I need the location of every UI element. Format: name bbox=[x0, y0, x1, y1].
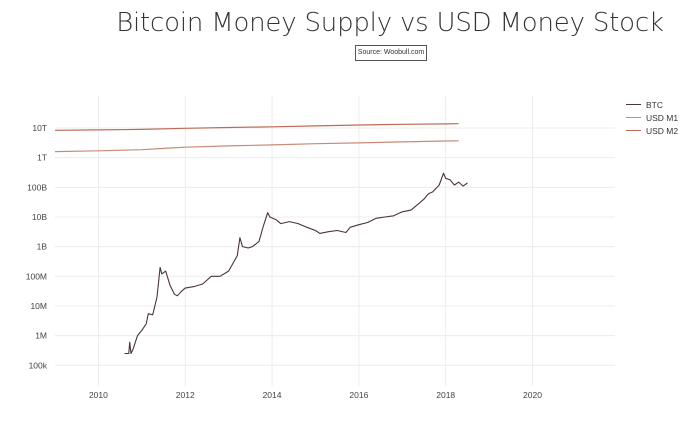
x-tick-label: 2012 bbox=[176, 390, 195, 400]
x-tick-label: 2014 bbox=[263, 390, 282, 400]
x-tick-label: 2010 bbox=[89, 390, 108, 400]
legend: BTC USD M1 USD M2 bbox=[626, 98, 678, 137]
y-tick-label: 10M bbox=[30, 301, 47, 311]
y-tick-label: 100M bbox=[26, 271, 47, 281]
legend-swatch-usd-m1 bbox=[626, 117, 641, 118]
legend-swatch-btc bbox=[626, 104, 641, 105]
legend-item-usd-m2[interactable]: USD M2 bbox=[626, 124, 678, 137]
legend-swatch-usd-m2 bbox=[626, 130, 641, 131]
legend-label-usd-m2: USD M2 bbox=[646, 125, 679, 136]
series-line-btc bbox=[124, 172, 468, 355]
chart-title: Bitcoin Money Supply vs USD Money Stock bbox=[116, 8, 664, 38]
y-tick-label: 10B bbox=[32, 212, 47, 222]
series-line-usd-m2 bbox=[54, 123, 459, 131]
y-tick-label: 10T bbox=[32, 123, 47, 133]
legend-item-usd-m1[interactable]: USD M1 bbox=[626, 111, 678, 124]
x-tick-label: 2020 bbox=[523, 390, 542, 400]
y-tick-label: 1T bbox=[37, 153, 47, 163]
source-label: Source: Woobull.com bbox=[355, 45, 427, 61]
x-tick-label: 2016 bbox=[349, 390, 368, 400]
y-tick-label: 100k bbox=[29, 360, 48, 370]
legend-item-btc[interactable]: BTC bbox=[626, 98, 678, 111]
x-tick-label: 2018 bbox=[436, 390, 455, 400]
y-tick-label: 1B bbox=[37, 242, 48, 252]
legend-label-btc: BTC bbox=[646, 99, 663, 110]
y-tick-label: 1M bbox=[35, 331, 47, 341]
legend-label-usd-m1: USD M1 bbox=[646, 112, 679, 123]
y-tick-label: 100B bbox=[27, 182, 47, 192]
series-line-usd-m1 bbox=[54, 140, 459, 153]
